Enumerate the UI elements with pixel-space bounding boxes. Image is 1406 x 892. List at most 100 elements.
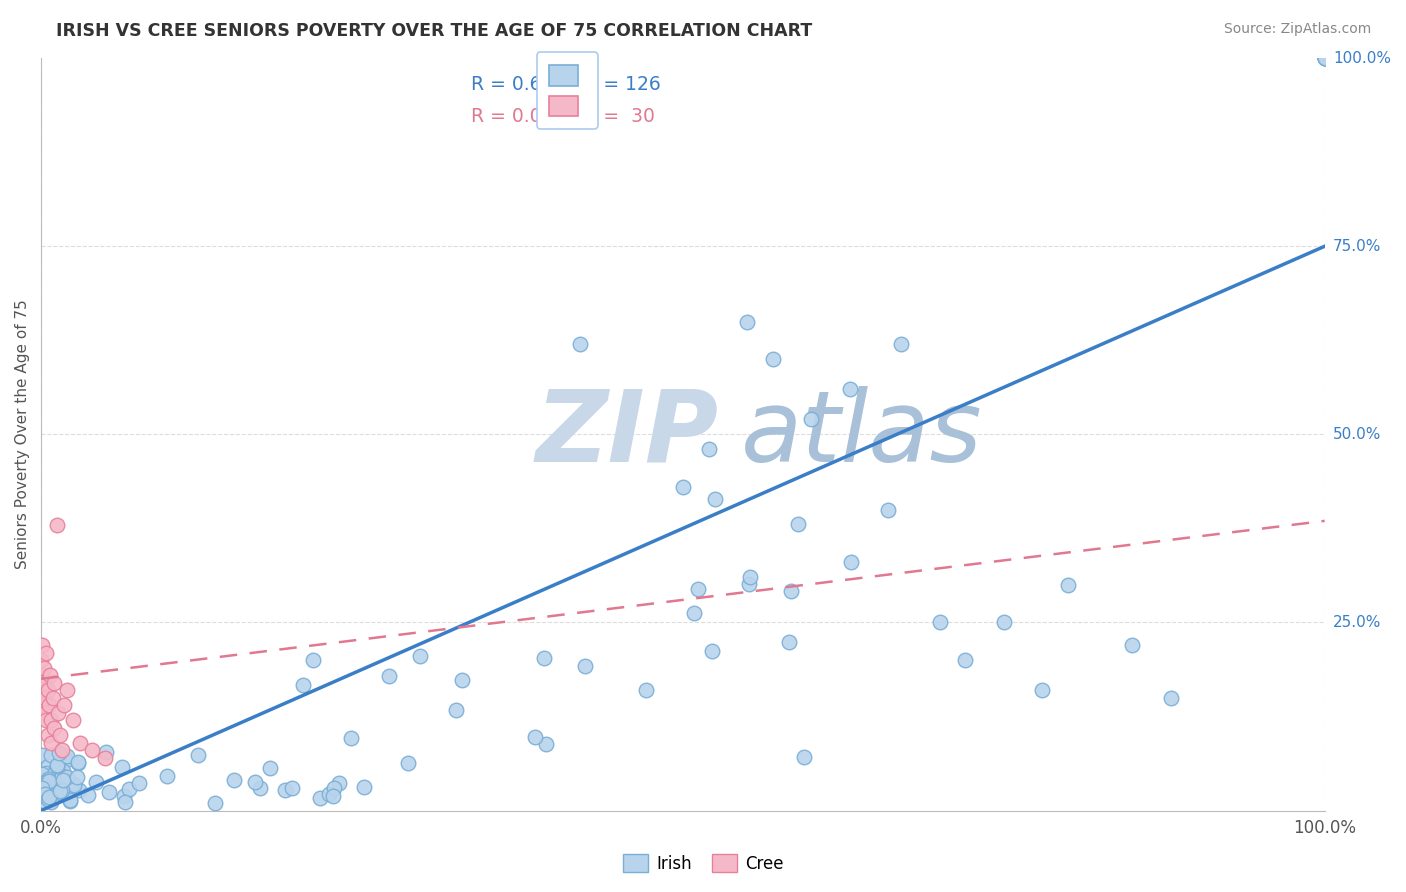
Point [779,583,801,598]
Point [281,781,304,796]
Point [62,777,84,791]
Point [249,780,271,795]
Point [1313,51,1336,65]
Point [31,767,53,781]
Point [51,784,73,798]
Point [38,773,60,788]
Legend: , : , [537,52,598,129]
Point [318,788,340,802]
Point [31,747,53,762]
Point [31,668,53,682]
Text: ZIP: ZIP [536,386,718,483]
Point [39,796,62,810]
Point [32,660,55,674]
Point [778,634,800,648]
Point [533,650,555,665]
Point [672,480,695,494]
Text: atlas: atlas [741,386,983,483]
Point [52,773,75,788]
Point [786,516,808,531]
Point [37,774,59,789]
Point [322,789,344,804]
Point [41,736,63,750]
Point [52,764,75,778]
Point [35,766,58,780]
Point [34,785,56,799]
Point [37,772,59,787]
Point [39,792,62,806]
Point [66,756,89,770]
Point [37,683,59,698]
Point [877,502,900,516]
Point [59,779,82,793]
Point [37,759,59,773]
Point [32,690,55,705]
Point [156,769,179,783]
Point [94,751,117,765]
Point [96,745,118,759]
Point [49,757,72,772]
Point [51,769,73,783]
Point [204,796,226,810]
Point [245,775,267,789]
Point [32,778,55,792]
Point [536,737,558,751]
Text: R = 0.095   N =  30: R = 0.095 N = 30 [471,107,655,126]
Text: Source: ZipAtlas.com: Source: ZipAtlas.com [1223,22,1371,37]
Point [683,607,706,621]
Point [702,644,724,658]
Point [53,698,76,713]
Point [38,789,60,804]
Point [30,698,52,713]
Point [41,788,63,802]
Point [634,683,657,698]
Point [41,690,63,705]
Point [1031,683,1053,698]
Point [274,782,297,797]
Point [222,772,245,787]
Point [62,778,84,792]
Point [76,788,98,802]
Point [56,788,79,802]
Point [697,442,720,457]
Point [37,728,59,742]
Point [59,794,82,808]
Point [30,683,52,698]
Point [98,785,121,799]
Point [112,789,135,804]
Point [51,743,73,757]
Text: 50.0%: 50.0% [1333,427,1381,442]
Point [800,412,823,426]
Point [838,382,860,396]
Point [67,783,90,797]
Point [928,615,950,630]
Point [762,352,785,367]
Text: 100.0%: 100.0% [1333,51,1391,66]
Point [42,789,65,804]
Point [35,646,58,660]
Point [69,736,91,750]
Point [444,703,467,717]
Point [259,761,281,775]
Point [31,781,53,796]
Point [45,517,67,532]
Point [737,577,759,591]
Point [44,778,66,792]
Point [735,314,758,328]
Legend: Irish, Cree: Irish, Cree [616,847,790,880]
Point [523,730,546,744]
Point [66,770,89,784]
Point [1057,578,1080,592]
Point [703,491,725,506]
Point [31,781,53,796]
Point [353,780,375,794]
Y-axis label: Seniors Poverty Over the Age of 75: Seniors Poverty Over the Age of 75 [15,300,30,569]
Point [114,795,136,809]
Text: 25.0%: 25.0% [1333,615,1381,630]
Point [38,698,60,713]
Point [128,776,150,790]
Point [62,713,84,727]
Point [48,783,70,797]
Point [291,677,314,691]
Point [34,787,56,801]
